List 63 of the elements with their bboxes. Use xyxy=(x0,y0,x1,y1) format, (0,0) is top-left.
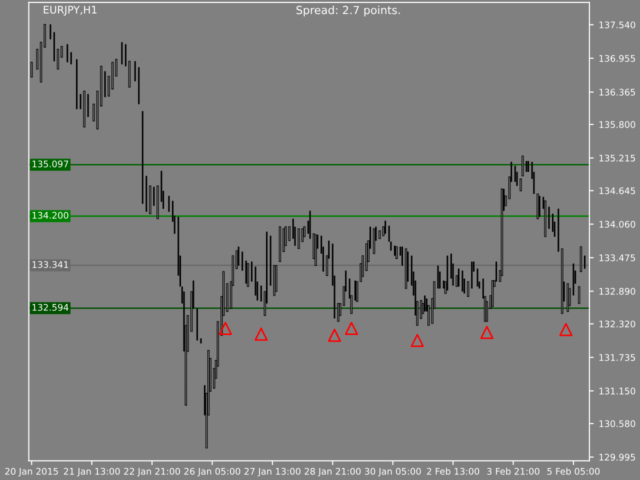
y-tick-label: 136.365 xyxy=(599,88,636,96)
candlestick xyxy=(168,195,170,212)
candlestick xyxy=(354,280,356,301)
y-tick-label: 135.800 xyxy=(599,121,636,128)
y-tick-label: 135.215 xyxy=(599,154,636,162)
point xyxy=(254,328,268,341)
candlestick xyxy=(578,286,580,304)
x-tick-label: 27 Jan 13:00 xyxy=(244,468,300,476)
y-tick-label: 134.060 xyxy=(599,220,636,228)
candlestick xyxy=(356,281,358,302)
candlestick xyxy=(458,268,460,287)
x-tick-label: 20 Jan 2015 xyxy=(5,468,58,476)
chart-title: EURJPY,H1 xyxy=(44,6,97,16)
chart-subtitle: Spread: 2.7 points. xyxy=(296,6,400,16)
candlestick xyxy=(153,186,155,206)
point xyxy=(480,326,494,340)
y-tick-label: 137.540 xyxy=(599,21,636,28)
x-tick-label: 3 Feb 21:00 xyxy=(487,468,540,475)
candlestick xyxy=(466,281,470,297)
y-tick-label: 132.890 xyxy=(599,288,636,295)
candlestick xyxy=(56,48,60,70)
point xyxy=(410,334,424,348)
x-tick-label: 26 Jan 05:00 xyxy=(184,468,240,476)
x-tick-label: 5 Feb 05:00 xyxy=(547,468,600,475)
ref-line-label: 132.594 xyxy=(32,304,68,311)
y-tick-label: 133.475 xyxy=(599,254,636,262)
y-tick-label: 134.645 xyxy=(599,187,636,194)
candlestick xyxy=(522,156,524,176)
y-tick-label: 132.320 xyxy=(599,320,636,328)
candlestick xyxy=(50,24,52,40)
y-tick-label: 131.735 xyxy=(599,354,636,361)
candlestick xyxy=(246,263,250,287)
candlestick xyxy=(514,166,516,182)
y-tick-label: 131.150 xyxy=(599,388,636,394)
point xyxy=(559,323,572,336)
candlestick xyxy=(462,270,464,292)
candlestick xyxy=(242,251,244,271)
candlestick xyxy=(87,94,89,118)
candlestick xyxy=(134,60,136,82)
x-tick-label: 28 Jan 21:00 xyxy=(304,468,361,476)
x-tick-label: 2 Feb 13:00 xyxy=(426,468,480,475)
point xyxy=(218,322,232,336)
x-tick-label: 21 Jan 13:00 xyxy=(64,468,120,476)
candlestick xyxy=(538,195,540,218)
candlestick xyxy=(238,246,240,266)
ref-line-label: 134.200 xyxy=(32,212,68,219)
candlestick xyxy=(424,295,426,312)
candlestick xyxy=(396,246,398,259)
y-tick-label: 130.580 xyxy=(599,420,636,428)
candlestick xyxy=(245,260,247,284)
candlestick xyxy=(30,62,33,78)
x-tick-label: 22 Jan 21:00 xyxy=(124,468,180,476)
ref-line-label: 133.341 xyxy=(32,261,68,268)
candlestick xyxy=(260,285,262,302)
point xyxy=(344,322,358,336)
candlestick xyxy=(288,226,290,242)
x-tick-label: 30 Jan 05:00 xyxy=(364,468,421,476)
y-tick-label: 129.995 xyxy=(599,454,636,461)
candlestick xyxy=(476,268,478,287)
candlestick xyxy=(298,228,300,250)
ref-line-label: 135.097 xyxy=(32,160,68,168)
y-tick-label: 136.955 xyxy=(599,54,636,62)
point xyxy=(328,328,342,342)
